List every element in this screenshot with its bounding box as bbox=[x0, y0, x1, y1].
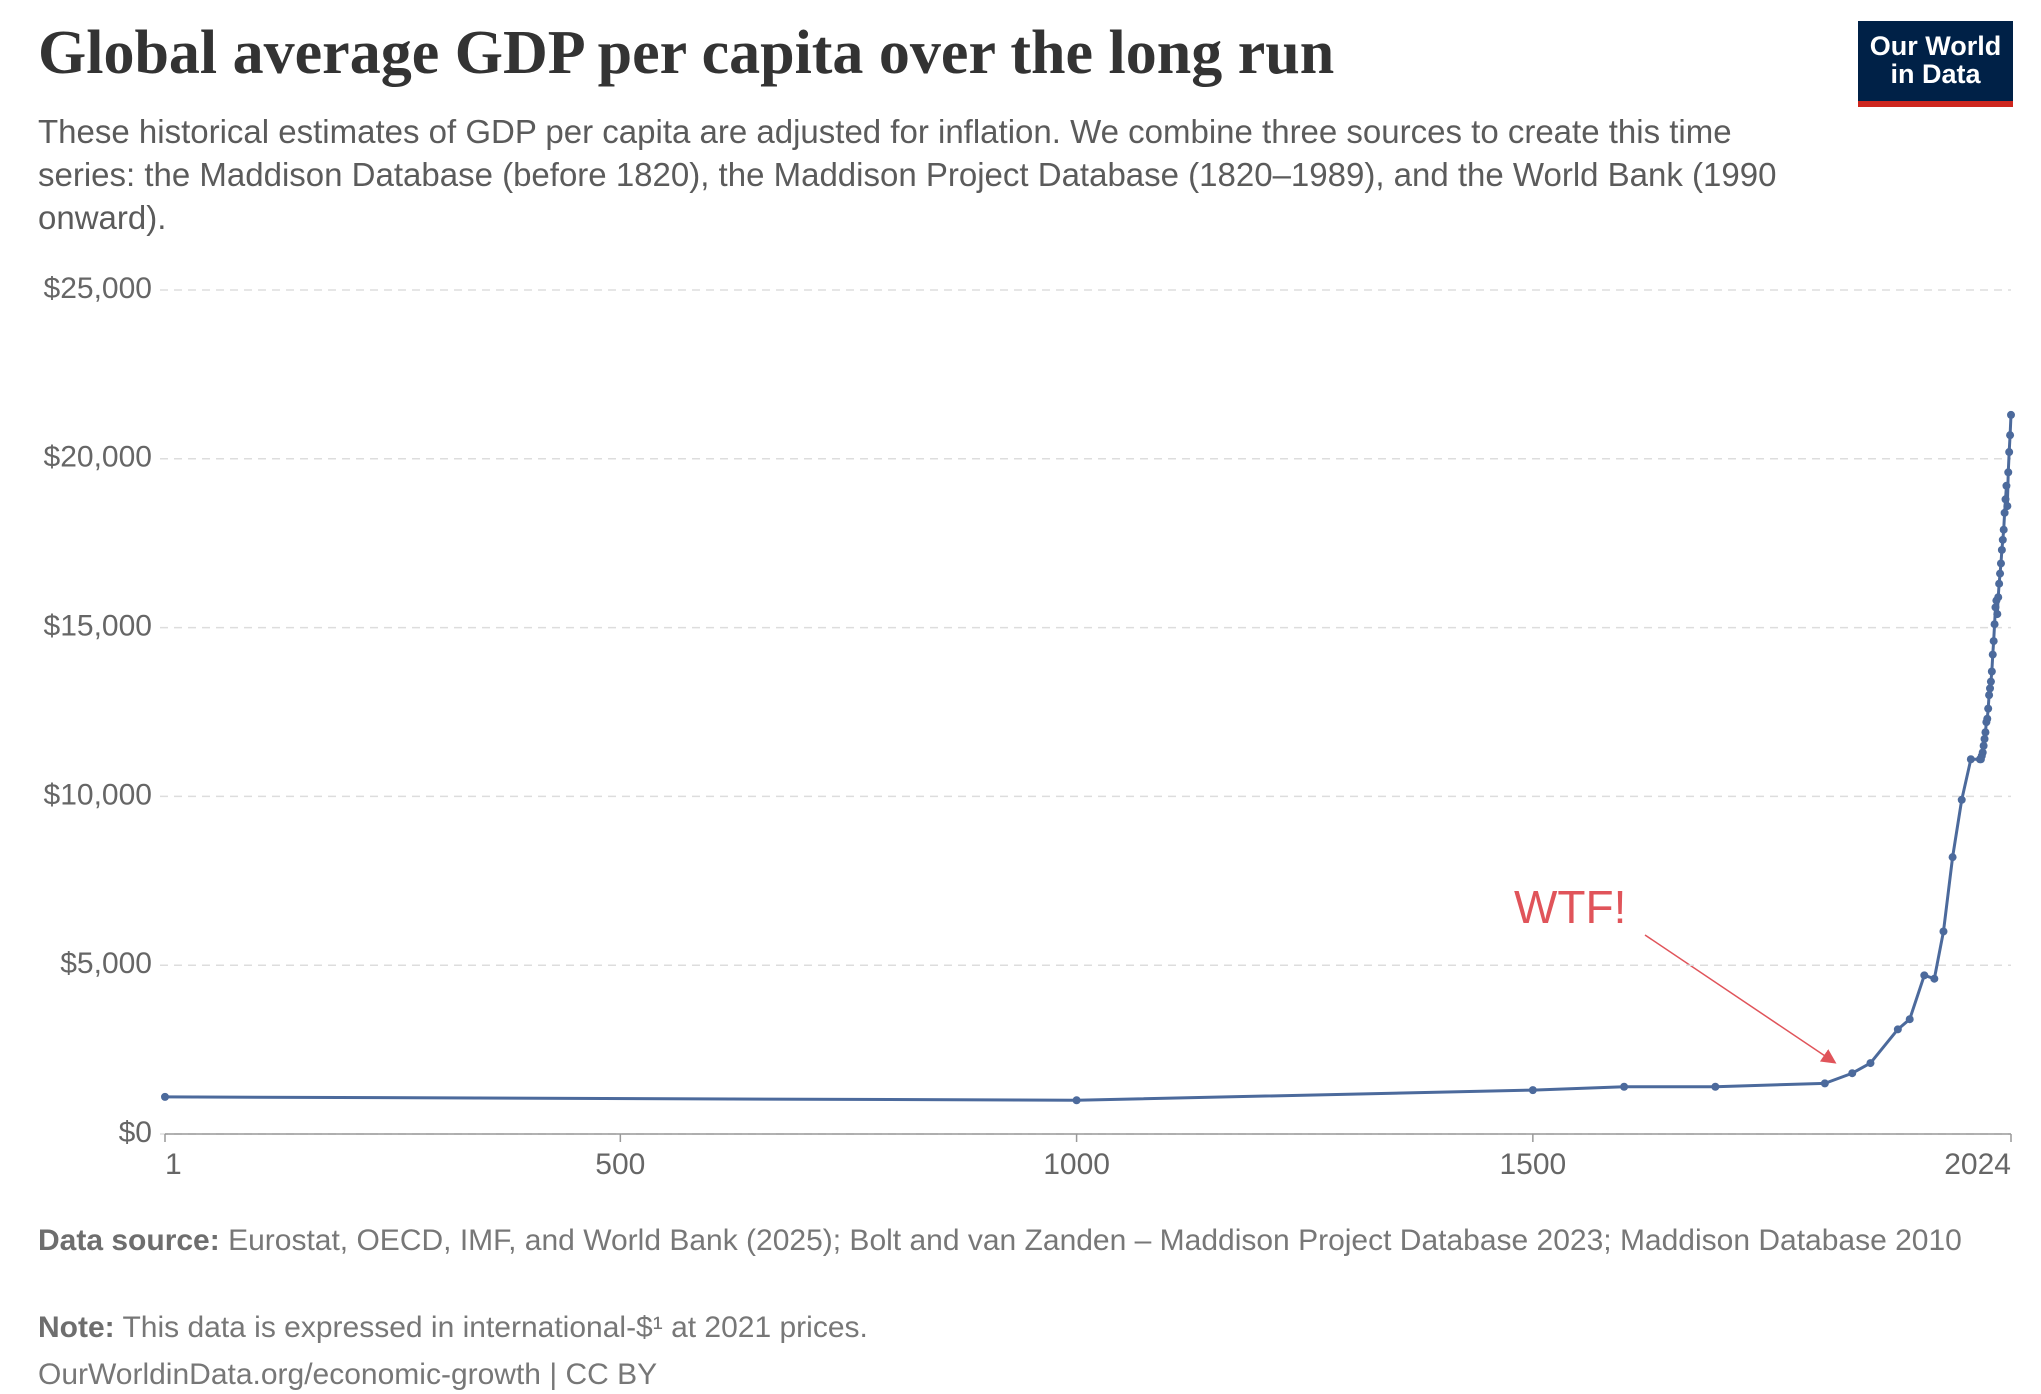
note: Note: This data is expressed in internat… bbox=[38, 1309, 1978, 1346]
data-point bbox=[1988, 650, 1997, 659]
y-tick-label: $20,000 bbox=[44, 441, 152, 474]
y-tick-label: $5,000 bbox=[60, 947, 152, 980]
y-tick-label: $15,000 bbox=[44, 610, 152, 643]
note-text: This data is expressed in international-… bbox=[122, 1311, 868, 1344]
data-point bbox=[1072, 1096, 1081, 1105]
annotation: WTF! bbox=[1514, 881, 1626, 933]
source-text: Eurostat, OECD, IMF, and World Bank (202… bbox=[228, 1224, 1962, 1257]
data-point bbox=[1998, 535, 2007, 544]
note-label: Note: bbox=[38, 1311, 115, 1344]
data-point bbox=[1966, 755, 1975, 764]
data-point bbox=[1994, 593, 2003, 602]
data-point bbox=[1528, 1086, 1537, 1095]
data-point bbox=[1979, 741, 1988, 750]
data-point bbox=[1711, 1082, 1720, 1091]
x-tick-label: 1000 bbox=[1043, 1148, 1110, 1181]
data-point bbox=[1939, 927, 1948, 936]
data-point bbox=[1620, 1082, 1629, 1091]
source: Data source: Eurostat, OECD, IMF, and Wo… bbox=[38, 1222, 1978, 1259]
url[interactable]: OurWorldinData.org/economic-growth | CC … bbox=[38, 1358, 658, 1391]
x-tick-label: 1500 bbox=[1499, 1148, 1566, 1181]
data-point bbox=[2005, 448, 2014, 457]
data-point bbox=[1893, 1025, 1902, 1034]
x-tick-label: 500 bbox=[595, 1148, 645, 1181]
data-point bbox=[1848, 1069, 1857, 1078]
data-point bbox=[2000, 508, 2009, 517]
data-point bbox=[1978, 748, 1987, 757]
logo[interactable]: Our World in Data bbox=[1858, 21, 2013, 107]
data-point bbox=[1866, 1059, 1875, 1068]
data-point bbox=[1981, 728, 1990, 737]
data-point bbox=[1996, 569, 2005, 578]
data-point bbox=[1986, 677, 1995, 686]
y-tick-label: $25,000 bbox=[44, 272, 152, 305]
y-tick-label: $0 bbox=[119, 1116, 152, 1149]
y-tick-label: $10,000 bbox=[44, 778, 152, 811]
data-point bbox=[1905, 1015, 1914, 1024]
data-point bbox=[1957, 795, 1966, 804]
source-label: Data source: bbox=[38, 1224, 220, 1257]
data-point bbox=[2003, 502, 2012, 511]
x-tick-label: 2024 bbox=[1944, 1148, 2011, 1181]
data-point bbox=[1993, 610, 2002, 619]
data-point bbox=[1920, 971, 1929, 980]
data-point bbox=[1986, 684, 1995, 693]
chart-subtitle: These historical estimates of GDP per ca… bbox=[38, 113, 1777, 236]
data-point bbox=[1984, 704, 1993, 713]
data-point bbox=[1983, 714, 1992, 723]
data-point bbox=[1987, 667, 1996, 676]
chart-title: Global average GDP per capita over the l… bbox=[38, 19, 1335, 87]
data-point bbox=[1948, 853, 1957, 862]
data-point bbox=[2004, 468, 2013, 477]
data-point bbox=[1990, 620, 1999, 629]
data-point bbox=[2001, 495, 2010, 504]
data-point bbox=[2006, 431, 2015, 440]
data-point bbox=[1996, 559, 2005, 568]
logo-line: Our World bbox=[1869, 31, 2002, 61]
data-point bbox=[1820, 1079, 1829, 1088]
data-point bbox=[1997, 545, 2006, 554]
data-point bbox=[1991, 603, 2000, 612]
data-point bbox=[2002, 481, 2011, 490]
data-line bbox=[164, 414, 2013, 1102]
logo-line: in Data bbox=[1890, 59, 1981, 89]
data-point bbox=[1995, 579, 2004, 588]
data-point bbox=[1985, 691, 1994, 700]
data-point bbox=[1930, 974, 1939, 983]
x-tick-label: 1 bbox=[165, 1148, 182, 1181]
data-point bbox=[1989, 637, 1998, 646]
annotation-arrow bbox=[1644, 934, 1837, 1064]
data-point bbox=[1980, 735, 1989, 744]
data-point bbox=[1999, 525, 2008, 534]
data-point bbox=[161, 1092, 169, 1101]
data-point bbox=[2007, 410, 2015, 419]
